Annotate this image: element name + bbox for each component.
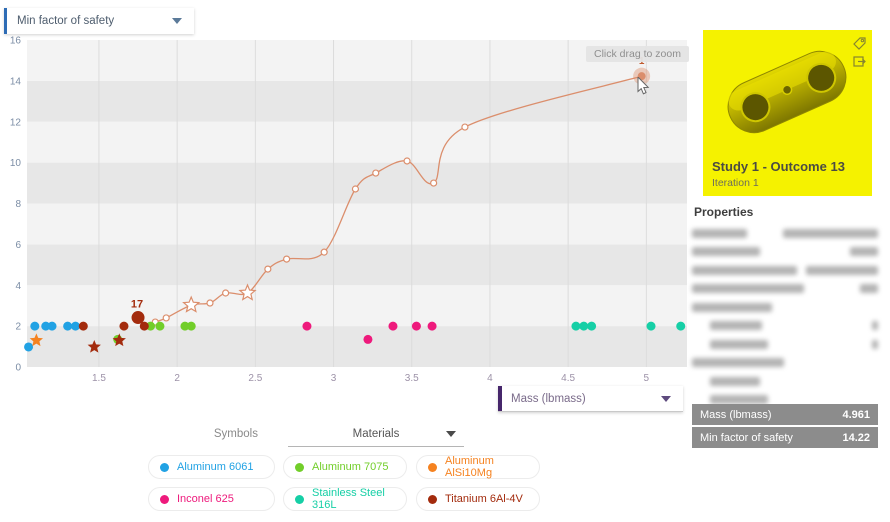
material-chip-label: Aluminum AlSi10Mg <box>445 455 494 479</box>
material-color-dot <box>295 462 304 472</box>
svg-text:10: 10 <box>10 158 22 169</box>
svg-text:3: 3 <box>331 373 337 384</box>
stat-label: Min factor of safety <box>700 431 793 444</box>
svg-text:3.5: 3.5 <box>405 373 419 384</box>
svg-text:6: 6 <box>15 240 21 251</box>
svg-text:14: 14 <box>10 76 22 87</box>
properties-row-blurred <box>692 261 878 280</box>
material-color-dot <box>428 462 437 472</box>
stat-value: 4.961 <box>842 408 870 421</box>
material-chip-aluminum-6061[interactable]: Aluminum 6061 <box>148 455 275 479</box>
properties-row-blurred <box>692 391 878 410</box>
material-chip-titanium-6al4v[interactable]: Titanium 6Al-4V <box>416 487 540 511</box>
material-chip-label: Aluminum 7075 <box>312 461 389 473</box>
properties-row-blurred <box>692 224 878 243</box>
svg-text:16: 16 <box>10 36 22 47</box>
material-chip-label: Aluminum 6061 <box>177 461 254 473</box>
svg-text:1.5: 1.5 <box>92 373 106 384</box>
y-axis-metric-dropdown[interactable]: Min factor of safety <box>4 8 194 34</box>
material-chip-label: Stainless Steel 316L <box>312 487 385 511</box>
export-icon[interactable] <box>852 54 867 69</box>
stat-label: Mass (lbmass) <box>700 408 772 421</box>
properties-row-blurred <box>692 372 878 391</box>
svg-text:12: 12 <box>10 117 22 128</box>
material-chip-inconel-625[interactable]: Inconel 625 <box>148 487 275 511</box>
properties-row-blurred <box>692 280 878 299</box>
x-axis-metric-label: Mass (lbmass) <box>511 392 586 405</box>
selected-outcome-card[interactable]: Study 1 - Outcome 13 Iteration 1 <box>703 30 872 196</box>
svg-text:8: 8 <box>15 199 21 210</box>
materials-dropdown-label: Materials <box>352 428 400 440</box>
y-axis-metric-label: Min factor of safety <box>17 15 115 27</box>
highlighted-stats: Mass (lbmass) 4.961 Min factor of safety… <box>692 404 878 450</box>
svg-text:4: 4 <box>487 373 493 384</box>
properties-row-blurred <box>692 243 878 262</box>
tag-icon[interactable] <box>852 36 867 51</box>
svg-text:2: 2 <box>15 322 21 333</box>
material-color-dot <box>160 494 169 504</box>
material-color-dot <box>428 494 437 504</box>
outcome-thumbnail <box>727 50 847 134</box>
material-chip-stainless-316l[interactable]: Stainless Steel 316L <box>283 487 407 511</box>
material-color-dot <box>160 462 169 472</box>
stat-row-min-factor-of-safety: Min factor of safety 14.22 <box>692 427 878 448</box>
x-axis-metric-dropdown[interactable]: Mass (lbmass) <box>498 386 683 412</box>
material-chip-aluminum-7075[interactable]: Aluminum 7075 <box>283 455 407 479</box>
material-color-dot <box>295 494 304 504</box>
properties-row-blurred <box>692 317 878 336</box>
properties-row-blurred <box>692 335 878 354</box>
svg-text:2: 2 <box>174 373 180 384</box>
symbols-materials-dropdown[interactable]: Materials <box>288 422 464 447</box>
material-chip-aluminum-alsi10mg[interactable]: Aluminum AlSi10Mg <box>416 455 540 479</box>
dropdown-accent-bar <box>498 386 502 411</box>
chevron-down-icon <box>172 18 182 24</box>
material-chip-label: Titanium 6Al-4V <box>445 493 523 505</box>
symbols-label: Symbols <box>213 428 258 440</box>
svg-text:0: 0 <box>15 363 21 374</box>
stat-value: 14.22 <box>842 431 870 444</box>
chevron-down-icon <box>661 395 671 402</box>
svg-text:17: 17 <box>131 299 143 311</box>
properties-row-blurred <box>692 354 878 373</box>
properties-heading: Properties <box>694 205 754 219</box>
stat-row-mass: Mass (lbmass) 4.961 <box>692 404 878 425</box>
outcome-card-title: Study 1 - Outcome 13 <box>712 159 845 174</box>
properties-list-blurred <box>692 224 878 409</box>
material-chip-label: Inconel 625 <box>177 493 234 505</box>
dropdown-accent-bar <box>4 8 7 34</box>
svg-text:5: 5 <box>644 373 650 384</box>
properties-row-blurred <box>692 298 878 317</box>
svg-text:2.5: 2.5 <box>248 373 262 384</box>
mouse-cursor-icon <box>637 77 650 95</box>
zoom-hint-tooltip: Click drag to zoom <box>586 46 689 62</box>
outcome-card-subtitle: Iteration 1 <box>712 177 759 189</box>
svg-text:4.5: 4.5 <box>561 373 575 384</box>
chevron-down-icon <box>446 431 456 437</box>
svg-text:4: 4 <box>15 281 21 292</box>
